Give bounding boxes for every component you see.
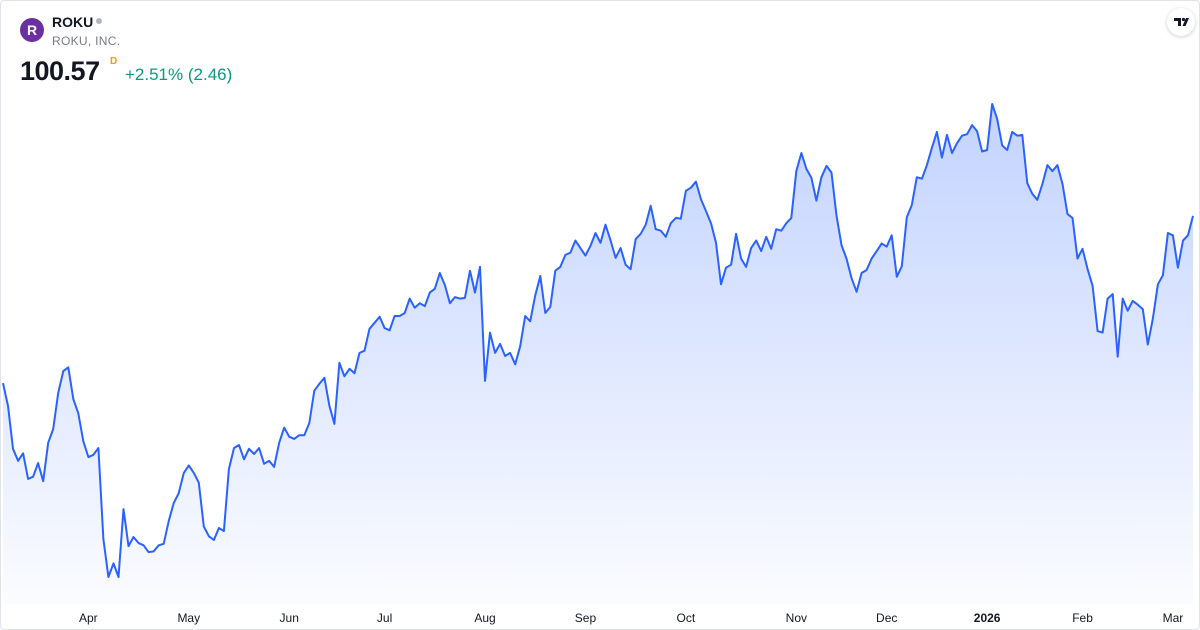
x-tick-label: Oct bbox=[677, 611, 696, 625]
tradingview-logo[interactable] bbox=[1167, 8, 1195, 36]
x-tick-label: Dec bbox=[876, 611, 897, 625]
x-tick-label: Nov bbox=[786, 611, 807, 625]
symbol[interactable]: ROKU bbox=[52, 14, 94, 30]
x-tick-label: Sep bbox=[575, 611, 597, 625]
x-tick-label: Mar bbox=[1163, 611, 1184, 625]
area-fill bbox=[3, 104, 1193, 604]
x-tick-label: Aug bbox=[474, 611, 495, 625]
x-tick-label: Feb bbox=[1072, 611, 1093, 625]
price-change: +2.51% (2.46) bbox=[125, 65, 233, 84]
x-tick-label: Jul bbox=[377, 611, 392, 625]
company-name: ROKU, INC. bbox=[52, 34, 121, 48]
x-tick-label: Jun bbox=[280, 611, 299, 625]
status-dot bbox=[96, 18, 102, 24]
interval: D bbox=[110, 56, 118, 67]
x-tick-label: 2026 bbox=[974, 611, 1001, 625]
logo: R bbox=[20, 18, 44, 42]
price-line bbox=[2, 103, 1194, 578]
x-tick-label: May bbox=[177, 611, 200, 625]
tradingview-icon bbox=[1174, 17, 1189, 26]
x-tick-label: Apr bbox=[79, 611, 98, 625]
price: 100.57 bbox=[20, 56, 100, 86]
